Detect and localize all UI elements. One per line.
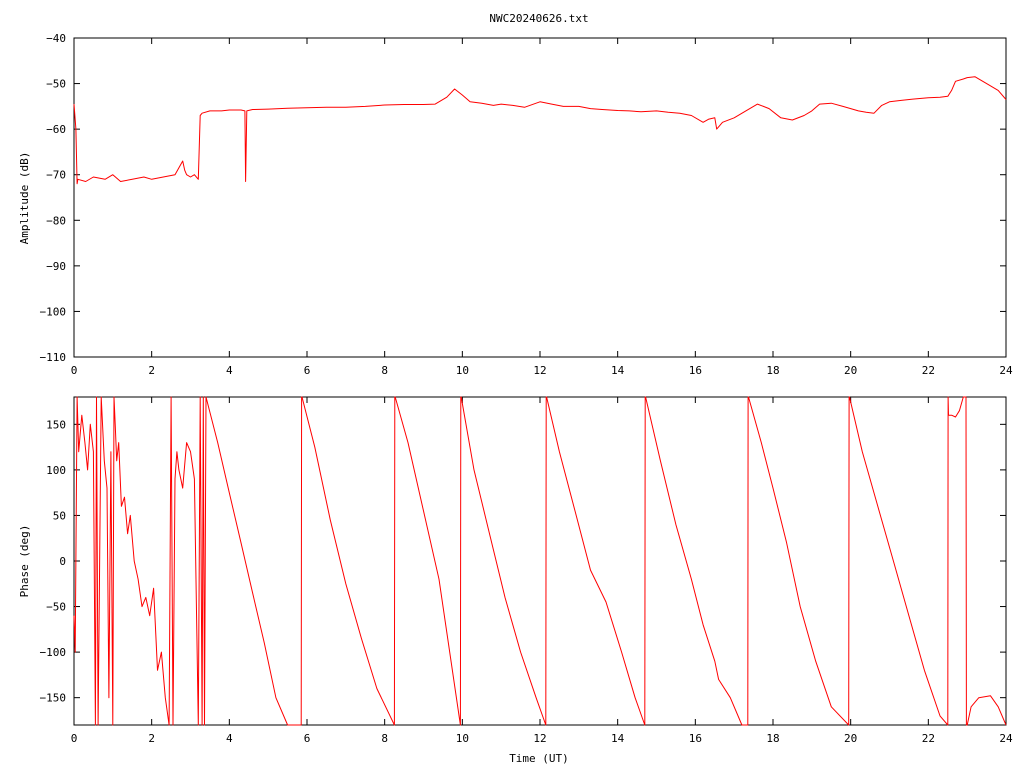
phase-series-line — [73, 396, 1007, 726]
phase-x-tick-label: 14 — [611, 732, 625, 745]
amplitude-y-tick-label: −60 — [46, 123, 66, 136]
amplitude-x-tick-label: 24 — [999, 364, 1013, 377]
phase-y-axis-label: Phase (deg) — [18, 525, 31, 598]
amplitude-y-tick-label: −100 — [40, 305, 67, 318]
amplitude-y-axis-label: Amplitude (dB) — [18, 152, 31, 245]
phase-x-tick-label: 10 — [456, 732, 469, 745]
amplitude-x-tick-label: 18 — [766, 364, 779, 377]
amplitude-series — [73, 76, 1007, 185]
phase-y-tick-label: 50 — [53, 509, 66, 522]
phase-y-tick-label: −100 — [40, 646, 67, 659]
phase-y-tick-label: −150 — [40, 692, 67, 705]
amplitude-y-tick-label: −110 — [40, 351, 67, 364]
phase-x-ticks: 0 2 4 6 8 10 12 14 16 18 20 22 24 — [71, 397, 1013, 745]
amplitude-x-tick-label: 14 — [611, 364, 625, 377]
phase-x-tick-label: 2 — [148, 732, 155, 745]
amplitude-series-line — [73, 76, 1007, 185]
phase-y-tick-label: 100 — [46, 464, 66, 477]
phase-x-tick-label: 0 — [71, 732, 78, 745]
phase-x-tick-label: 8 — [381, 732, 388, 745]
phase-plot-frame — [73, 396, 1007, 726]
amplitude-y-tick-label: −80 — [46, 214, 66, 227]
phase-y-ticks: −150 −100 −50 0 50 100 150 — [40, 418, 1006, 705]
amplitude-x-tick-label: 6 — [304, 364, 311, 377]
amplitude-x-ticks: 0 2 4 6 8 10 12 14 16 18 20 22 24 — [71, 38, 1013, 377]
amplitude-x-tick-label: 0 — [71, 364, 78, 377]
phase-x-tick-label: 22 — [922, 732, 935, 745]
phase-y-tick-label: 150 — [46, 418, 66, 431]
amplitude-y-tick-label: −50 — [46, 78, 66, 91]
phase-x-axis-label: Time (UT) — [509, 752, 569, 765]
amplitude-y-ticks: −110 −100 −90 −80 −70 −60 −50 −40 — [40, 32, 1006, 364]
phase-x-tick-label: 12 — [533, 732, 546, 745]
amplitude-x-tick-label: 10 — [456, 364, 469, 377]
phase-y-tick-label: 0 — [59, 555, 66, 568]
amplitude-x-tick-label: 4 — [226, 364, 233, 377]
amplitude-y-tick-label: −70 — [46, 169, 66, 182]
amplitude-x-tick-label: 8 — [381, 364, 388, 377]
amplitude-panel: 0 2 4 6 8 10 12 14 16 18 20 22 24 −110−100−90−80−70−… — [18, 32, 1013, 377]
amplitude-x-tick-label: 22 — [922, 364, 935, 377]
phase-x-tick-label: 16 — [689, 732, 702, 745]
amplitude-x-tick-label: 16 — [689, 364, 702, 377]
phase-x-tick-label: 24 — [999, 732, 1013, 745]
amplitude-plot-frame — [73, 37, 1007, 358]
phase-panel: 0 2 4 6 8 10 12 14 16 18 20 22 24 −150−100−500501001… — [18, 396, 1013, 765]
amplitude-x-tick-label: 12 — [533, 364, 546, 377]
phase-x-tick-label: 18 — [766, 732, 779, 745]
amplitude-y-tick-label: −90 — [46, 260, 66, 273]
phase-x-tick-label: 6 — [304, 732, 311, 745]
phase-x-tick-label: 4 — [226, 732, 233, 745]
amplitude-x-tick-label: 20 — [844, 364, 857, 377]
amplitude-y-tick-label: −40 — [46, 32, 66, 45]
chart-title: NWC20240626.txt — [489, 12, 588, 25]
amplitude-x-tick-label: 2 — [148, 364, 155, 377]
phase-x-tick-label: 20 — [844, 732, 857, 745]
phase-y-tick-label: −50 — [46, 601, 66, 614]
phase-series — [73, 396, 1007, 726]
